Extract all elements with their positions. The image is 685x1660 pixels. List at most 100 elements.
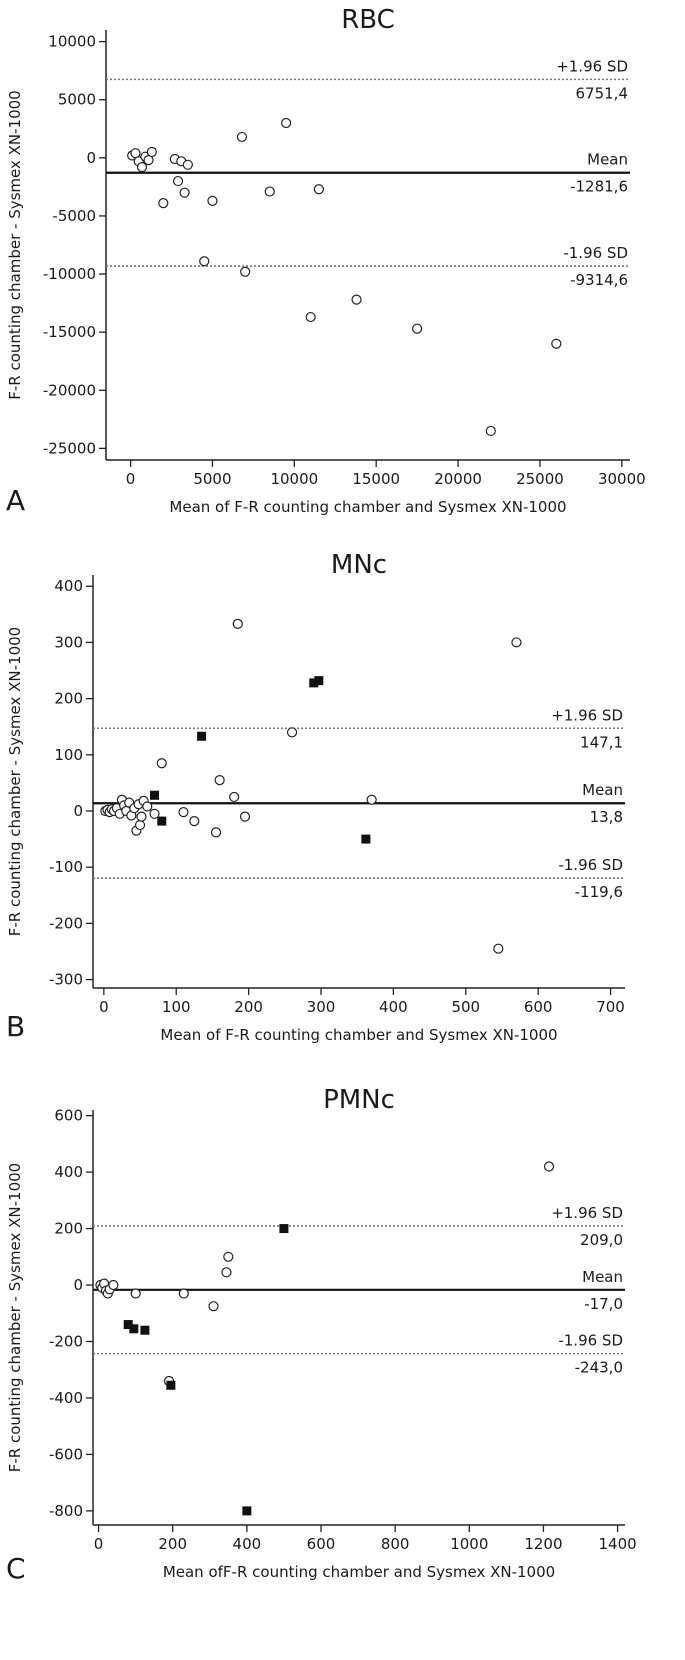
reference-line-value: 6751,4 (576, 84, 629, 102)
data-point-circle (149, 808, 160, 819)
reference-line-name: Mean (587, 151, 628, 169)
data-point-circle (485, 425, 496, 437)
reference-line-name: +1.96 SD (551, 706, 623, 724)
x-tick-label: 15000 (352, 470, 400, 488)
x-tick-label: 0 (99, 998, 109, 1016)
data-point-square (197, 731, 207, 741)
data-point-circle (511, 637, 522, 648)
y-tick-label: 100 (54, 746, 83, 764)
data-point-circle (108, 1279, 119, 1291)
data-point-circle (239, 811, 251, 822)
x-tick-label: 700 (596, 998, 625, 1016)
x-tick-label: 25000 (516, 470, 564, 488)
x-tick-label: 600 (524, 998, 553, 1016)
x-tick-label: 0 (126, 470, 136, 488)
data-point-circle (229, 791, 240, 803)
data-point-circle (221, 1267, 232, 1278)
data-point-circle (208, 1301, 219, 1312)
y-axis-label: F-R counting chamber - Sysmex XN-1000 (6, 627, 24, 936)
data-point-circle (493, 943, 504, 954)
x-tick-label: 800 (381, 1535, 410, 1553)
x-tick-label: 0 (94, 1535, 104, 1553)
data-point-circle (264, 186, 275, 197)
data-point-square (309, 678, 319, 688)
y-tick-label: -15000 (43, 323, 96, 341)
x-tick-label: 300 (307, 998, 336, 1016)
y-tick-label: -25000 (43, 439, 96, 457)
y-tick-label: -200 (49, 1332, 83, 1350)
reference-line-value: -17,0 (584, 1295, 623, 1313)
data-point-square (279, 1224, 289, 1234)
data-point-circle (313, 184, 324, 195)
data-point-square (157, 816, 167, 826)
x-axis-label: Mean of F-R counting chamber and Sysmex … (160, 1026, 557, 1044)
reference-line-value: -9314,6 (570, 271, 628, 289)
data-point-square (140, 1325, 150, 1335)
y-tick-label: -20000 (43, 381, 96, 399)
x-tick-label: 400 (379, 998, 408, 1016)
y-tick-label: 200 (54, 1220, 83, 1238)
reference-line-value: -1281,6 (570, 178, 628, 196)
data-point-circle (366, 794, 377, 805)
y-tick-label: 5000 (58, 91, 96, 109)
data-point-circle (136, 811, 147, 822)
y-tick-label: 10000 (48, 33, 96, 51)
data-point-circle (189, 816, 200, 827)
data-point-circle (281, 117, 292, 129)
y-tick-label: -10000 (43, 265, 96, 283)
chart-title: RBC (341, 5, 395, 35)
y-tick-label: 400 (54, 577, 83, 595)
chart-title: PMNc (323, 1085, 395, 1115)
data-point-circle (210, 827, 222, 838)
x-tick-label: 1000 (450, 1535, 488, 1553)
y-tick-label: -300 (49, 971, 83, 989)
y-tick-label: 0 (73, 802, 83, 820)
y-tick-label: -200 (49, 914, 83, 932)
reference-line-name: +1.96 SD (556, 57, 628, 75)
reference-line-name: Mean (582, 781, 623, 799)
y-tick-label: -400 (49, 1389, 83, 1407)
data-point-circle (236, 131, 248, 143)
panel-letter: B (6, 1010, 25, 1043)
data-point-square (129, 1324, 139, 1334)
data-point-square (361, 834, 371, 844)
panel-letter: A (6, 484, 25, 517)
data-point-circle (199, 256, 210, 267)
data-point-circle (214, 774, 225, 786)
reference-line-value: 13,8 (590, 808, 623, 826)
x-axis-label: Mean ofF-R counting chamber and Sysmex X… (163, 1563, 555, 1581)
data-point-circle (136, 162, 148, 173)
y-tick-label: 400 (54, 1163, 83, 1181)
x-tick-label: 200 (234, 998, 263, 1016)
reference-line-name: Mean (582, 1268, 623, 1286)
data-point-circle (182, 159, 193, 170)
data-point-circle (178, 1288, 189, 1299)
y-tick-label: -600 (49, 1445, 83, 1463)
x-tick-label: 5000 (193, 470, 231, 488)
x-tick-label: 200 (158, 1535, 187, 1553)
reference-line-name: -1.96 SD (563, 244, 628, 262)
x-tick-label: 500 (451, 998, 480, 1016)
data-point-circle (178, 807, 189, 818)
reference-line-value: -119,6 (575, 883, 623, 901)
y-tick-label: 600 (54, 1107, 83, 1125)
data-point-circle (156, 758, 167, 769)
chart-panel-a: RBC 10000 5000 0 -5000 -10000 -15000 -20000 -250… (6, 5, 646, 517)
data-point-circle (172, 175, 184, 187)
data-point-circle (551, 338, 562, 349)
y-axis-label: F-R counting chamber - Sysmex XN-1000 (6, 90, 24, 399)
x-tick-label: 30000 (598, 470, 646, 488)
y-tick-label: 200 (54, 690, 83, 708)
x-axis-label: Mean of F-R counting chamber and Sysmex … (169, 498, 566, 516)
data-point-circle (412, 323, 423, 334)
data-point-square (314, 676, 324, 686)
data-point-square (150, 790, 160, 800)
chart-title: MNc (331, 550, 387, 580)
data-point-circle (142, 801, 153, 812)
chart-panel-b: MNc 400 300 200 100 0 -100 -200 -300 0 100 200 300 40… (6, 550, 625, 1044)
data-point-circle (207, 195, 218, 206)
reference-line-name: +1.96 SD (551, 1204, 623, 1222)
x-tick-label: 600 (307, 1535, 336, 1553)
y-axis-label: F-R counting chamber - Sysmex XN-1000 (6, 1163, 24, 1472)
